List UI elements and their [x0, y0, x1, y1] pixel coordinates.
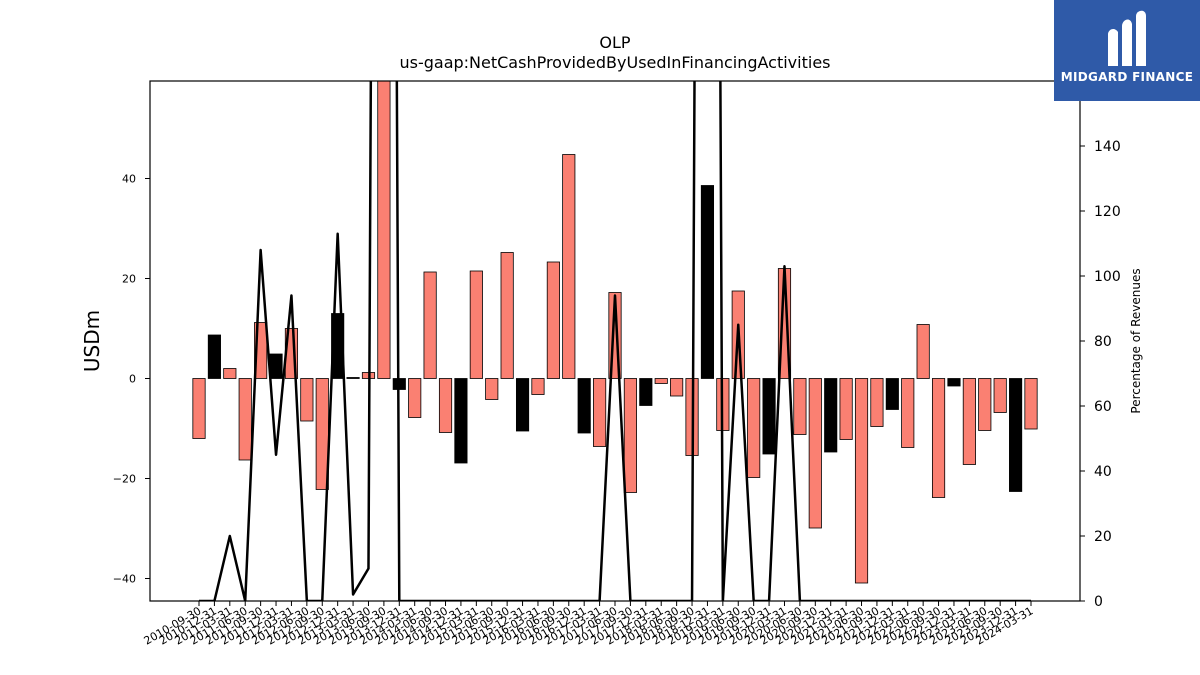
y-right-tick-label: 120: [1094, 204, 1121, 220]
bar-2021-06-30: [854, 378, 869, 584]
y-tick-label: 20: [122, 273, 136, 286]
y-axis-label-right: Percentage of Revenues: [1129, 268, 1143, 413]
bar-2023-09-30: [993, 378, 1007, 413]
y-tick-label: −40: [113, 573, 136, 586]
y-right-tick-label: 20: [1094, 529, 1112, 545]
bar-2016-03-31: [531, 378, 545, 395]
bar-2020-12-31: [824, 378, 838, 453]
bar-2011-06-30: [238, 378, 252, 461]
bar-2014-12-31: [454, 378, 468, 464]
y-right-tick-label: 0: [1094, 594, 1103, 610]
y-tick-label: 40: [122, 173, 136, 186]
bar-2017-12-31: [639, 378, 653, 406]
bar-2021-03-31: [839, 378, 853, 440]
bar-2017-03-31: [593, 378, 607, 447]
bar-2022-09-30: [931, 378, 946, 498]
bar-2024-03-31: [1024, 378, 1038, 430]
y-tick-label: 0: [129, 373, 136, 386]
bar-2012-06-30: [300, 378, 314, 422]
bar-2020-06-30: [793, 378, 807, 435]
bar-2014-03-31: [408, 378, 422, 418]
bar-2015-03-31: [469, 270, 483, 379]
chart-title: OLP: [599, 33, 631, 52]
bar-2011-12-31: [269, 353, 283, 379]
bar-2021-12-31: [885, 378, 899, 410]
bar-2013-03-31: [346, 377, 360, 379]
bar-2018-03-31: [654, 378, 668, 384]
bar-2016-12-31: [577, 378, 591, 434]
bar-2021-09-30: [870, 378, 884, 427]
chart-subtitle: us-gaap:NetCashProvidedByUsedInFinancing…: [399, 53, 830, 72]
bar-2014-06-30: [423, 271, 437, 379]
bar-2015-12-31: [515, 378, 530, 432]
bar-2015-09-30: [500, 252, 514, 379]
bar-2015-06-30: [485, 378, 499, 400]
bar-2010-09-30: [192, 378, 206, 439]
y-tick-label: −20: [113, 473, 136, 486]
midgard-logo-icon: [1108, 10, 1146, 67]
bar-2022-06-30: [916, 324, 930, 379]
brand-logo: MIDGARD FINANCE: [1054, 0, 1200, 101]
bar-2011-03-31: [223, 368, 237, 379]
bar-2020-09-30: [808, 378, 822, 529]
bar-2023-12-31: [1009, 378, 1023, 492]
brand-name: MIDGARD FINANCE: [1060, 70, 1194, 84]
y-right-tick-label: 100: [1094, 269, 1121, 285]
bar-2018-12-31: [700, 185, 715, 379]
y-right-tick-label: 40: [1094, 464, 1112, 480]
bar-2022-12-31: [947, 378, 961, 387]
bar-2019-09-30: [747, 378, 761, 478]
bar-2019-12-31: [762, 378, 776, 455]
bar-2023-06-30: [978, 378, 992, 431]
bar-2014-09-30: [438, 378, 453, 433]
bar-2016-09-30: [562, 154, 576, 379]
bar-2018-06-30: [670, 378, 684, 397]
bar-2016-06-30: [546, 261, 560, 379]
y-axis-label: USDm: [80, 310, 104, 372]
bar-2022-03-31: [901, 378, 915, 448]
revenue-percentage-line: [199, 81, 1031, 601]
bar-2023-03-31: [962, 378, 976, 465]
bar-2017-09-30: [623, 378, 637, 493]
bar-2013-09-30: [377, 81, 391, 379]
y-right-tick-label: 80: [1094, 334, 1112, 350]
y-right-tick-label: 60: [1094, 399, 1112, 415]
y-right-tick-label: 140: [1094, 139, 1121, 155]
bar-2010-12-31: [207, 334, 221, 379]
